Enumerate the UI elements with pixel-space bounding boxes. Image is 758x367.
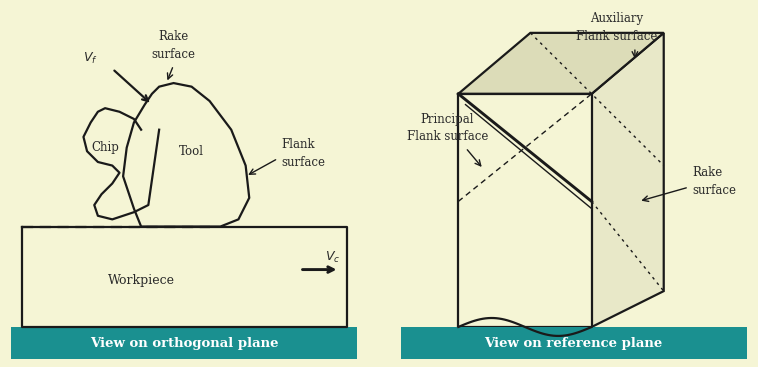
FancyBboxPatch shape [401, 327, 747, 359]
Text: Workpiece: Workpiece [108, 274, 174, 287]
Text: Auxiliary: Auxiliary [590, 12, 644, 25]
Text: Chip: Chip [91, 141, 119, 154]
Text: Principal: Principal [421, 113, 475, 126]
Text: Flank surface: Flank surface [576, 30, 657, 43]
Text: Rake: Rake [158, 30, 189, 43]
Text: $V_f$: $V_f$ [83, 51, 99, 66]
Text: View on reference plane: View on reference plane [484, 337, 662, 350]
Text: surface: surface [282, 156, 326, 168]
Text: Rake: Rake [693, 166, 723, 179]
Polygon shape [459, 94, 592, 327]
Text: surface: surface [152, 48, 196, 61]
Text: Flank surface: Flank surface [407, 130, 488, 143]
Polygon shape [592, 33, 664, 327]
Text: Flank: Flank [282, 138, 315, 150]
Text: $V_c$: $V_c$ [325, 250, 340, 265]
Text: Tool: Tool [179, 145, 204, 158]
Text: View on orthogonal plane: View on orthogonal plane [90, 337, 279, 350]
FancyBboxPatch shape [11, 327, 357, 359]
Text: surface: surface [693, 184, 737, 197]
Polygon shape [459, 33, 664, 94]
Polygon shape [123, 83, 249, 226]
